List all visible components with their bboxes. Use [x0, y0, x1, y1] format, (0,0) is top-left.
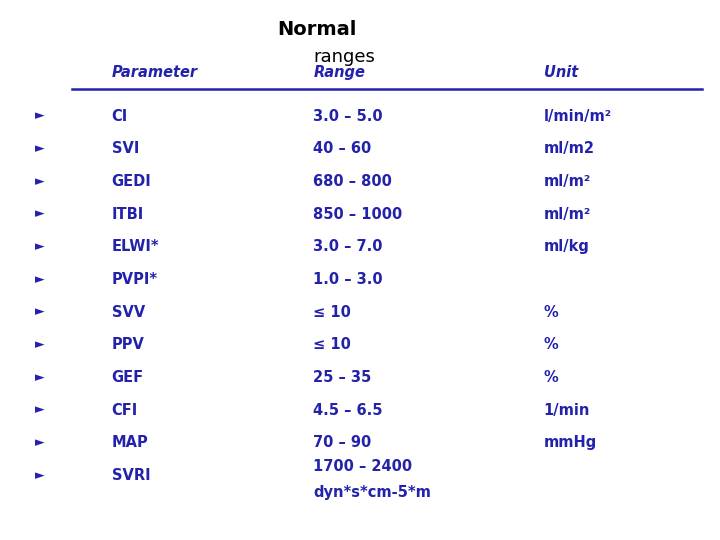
Text: %: %	[544, 370, 558, 385]
Text: ►: ►	[35, 175, 45, 188]
Text: %: %	[544, 338, 558, 352]
Text: MAP: MAP	[112, 435, 148, 450]
Text: CI: CI	[112, 109, 128, 124]
Text: GEF: GEF	[112, 370, 144, 385]
Text: ►: ►	[35, 142, 45, 156]
Text: ►: ►	[35, 338, 45, 352]
Text: ►: ►	[35, 403, 45, 417]
Text: CFI: CFI	[112, 403, 138, 417]
Text: ≤ 10: ≤ 10	[313, 338, 351, 352]
Text: 3.0 – 5.0: 3.0 – 5.0	[313, 109, 383, 124]
Text: ≤ 10: ≤ 10	[313, 305, 351, 320]
Text: Unit: Unit	[544, 65, 578, 80]
Text: PVPI*: PVPI*	[112, 272, 158, 287]
Text: 4.5 – 6.5: 4.5 – 6.5	[313, 403, 383, 417]
Text: ►: ►	[35, 436, 45, 449]
Text: Parameter: Parameter	[112, 65, 198, 80]
Text: 25 – 35: 25 – 35	[313, 370, 372, 385]
Text: PPV: PPV	[112, 338, 145, 352]
Text: ►: ►	[35, 371, 45, 384]
Text: ►: ►	[35, 240, 45, 253]
Text: SVI: SVI	[112, 141, 139, 156]
Text: GEDI: GEDI	[112, 174, 151, 189]
Text: ►: ►	[35, 207, 45, 221]
Text: 1.0 – 3.0: 1.0 – 3.0	[313, 272, 383, 287]
Text: 680 – 800: 680 – 800	[313, 174, 392, 189]
Text: %: %	[544, 305, 558, 320]
Text: ►: ►	[35, 469, 45, 482]
Text: 40 – 60: 40 – 60	[313, 141, 372, 156]
Text: ml/m²: ml/m²	[544, 207, 591, 221]
Text: dyn*s*cm-5*m: dyn*s*cm-5*m	[313, 485, 431, 500]
Text: ►: ►	[35, 306, 45, 319]
Text: l/min/m²: l/min/m²	[544, 109, 612, 124]
Text: SVV: SVV	[112, 305, 145, 320]
Text: ml/m²: ml/m²	[544, 174, 591, 189]
Text: ml/m2: ml/m2	[544, 141, 595, 156]
Text: Normal: Normal	[277, 20, 356, 39]
Text: 70 – 90: 70 – 90	[313, 435, 372, 450]
Text: SVRI: SVRI	[112, 468, 150, 483]
Text: ml/kg: ml/kg	[544, 239, 590, 254]
Text: mmHg: mmHg	[544, 435, 597, 450]
Text: ►: ►	[35, 273, 45, 286]
Text: ITBI: ITBI	[112, 207, 144, 221]
Text: 3.0 – 7.0: 3.0 – 7.0	[313, 239, 383, 254]
Text: ranges: ranges	[313, 48, 375, 66]
Text: 1700 – 2400: 1700 – 2400	[313, 460, 413, 474]
Text: ELWI*: ELWI*	[112, 239, 159, 254]
Text: 1/min: 1/min	[544, 403, 590, 417]
Text: Range: Range	[313, 65, 365, 80]
Text: ►: ►	[35, 110, 45, 123]
Text: 850 – 1000: 850 – 1000	[313, 207, 402, 221]
